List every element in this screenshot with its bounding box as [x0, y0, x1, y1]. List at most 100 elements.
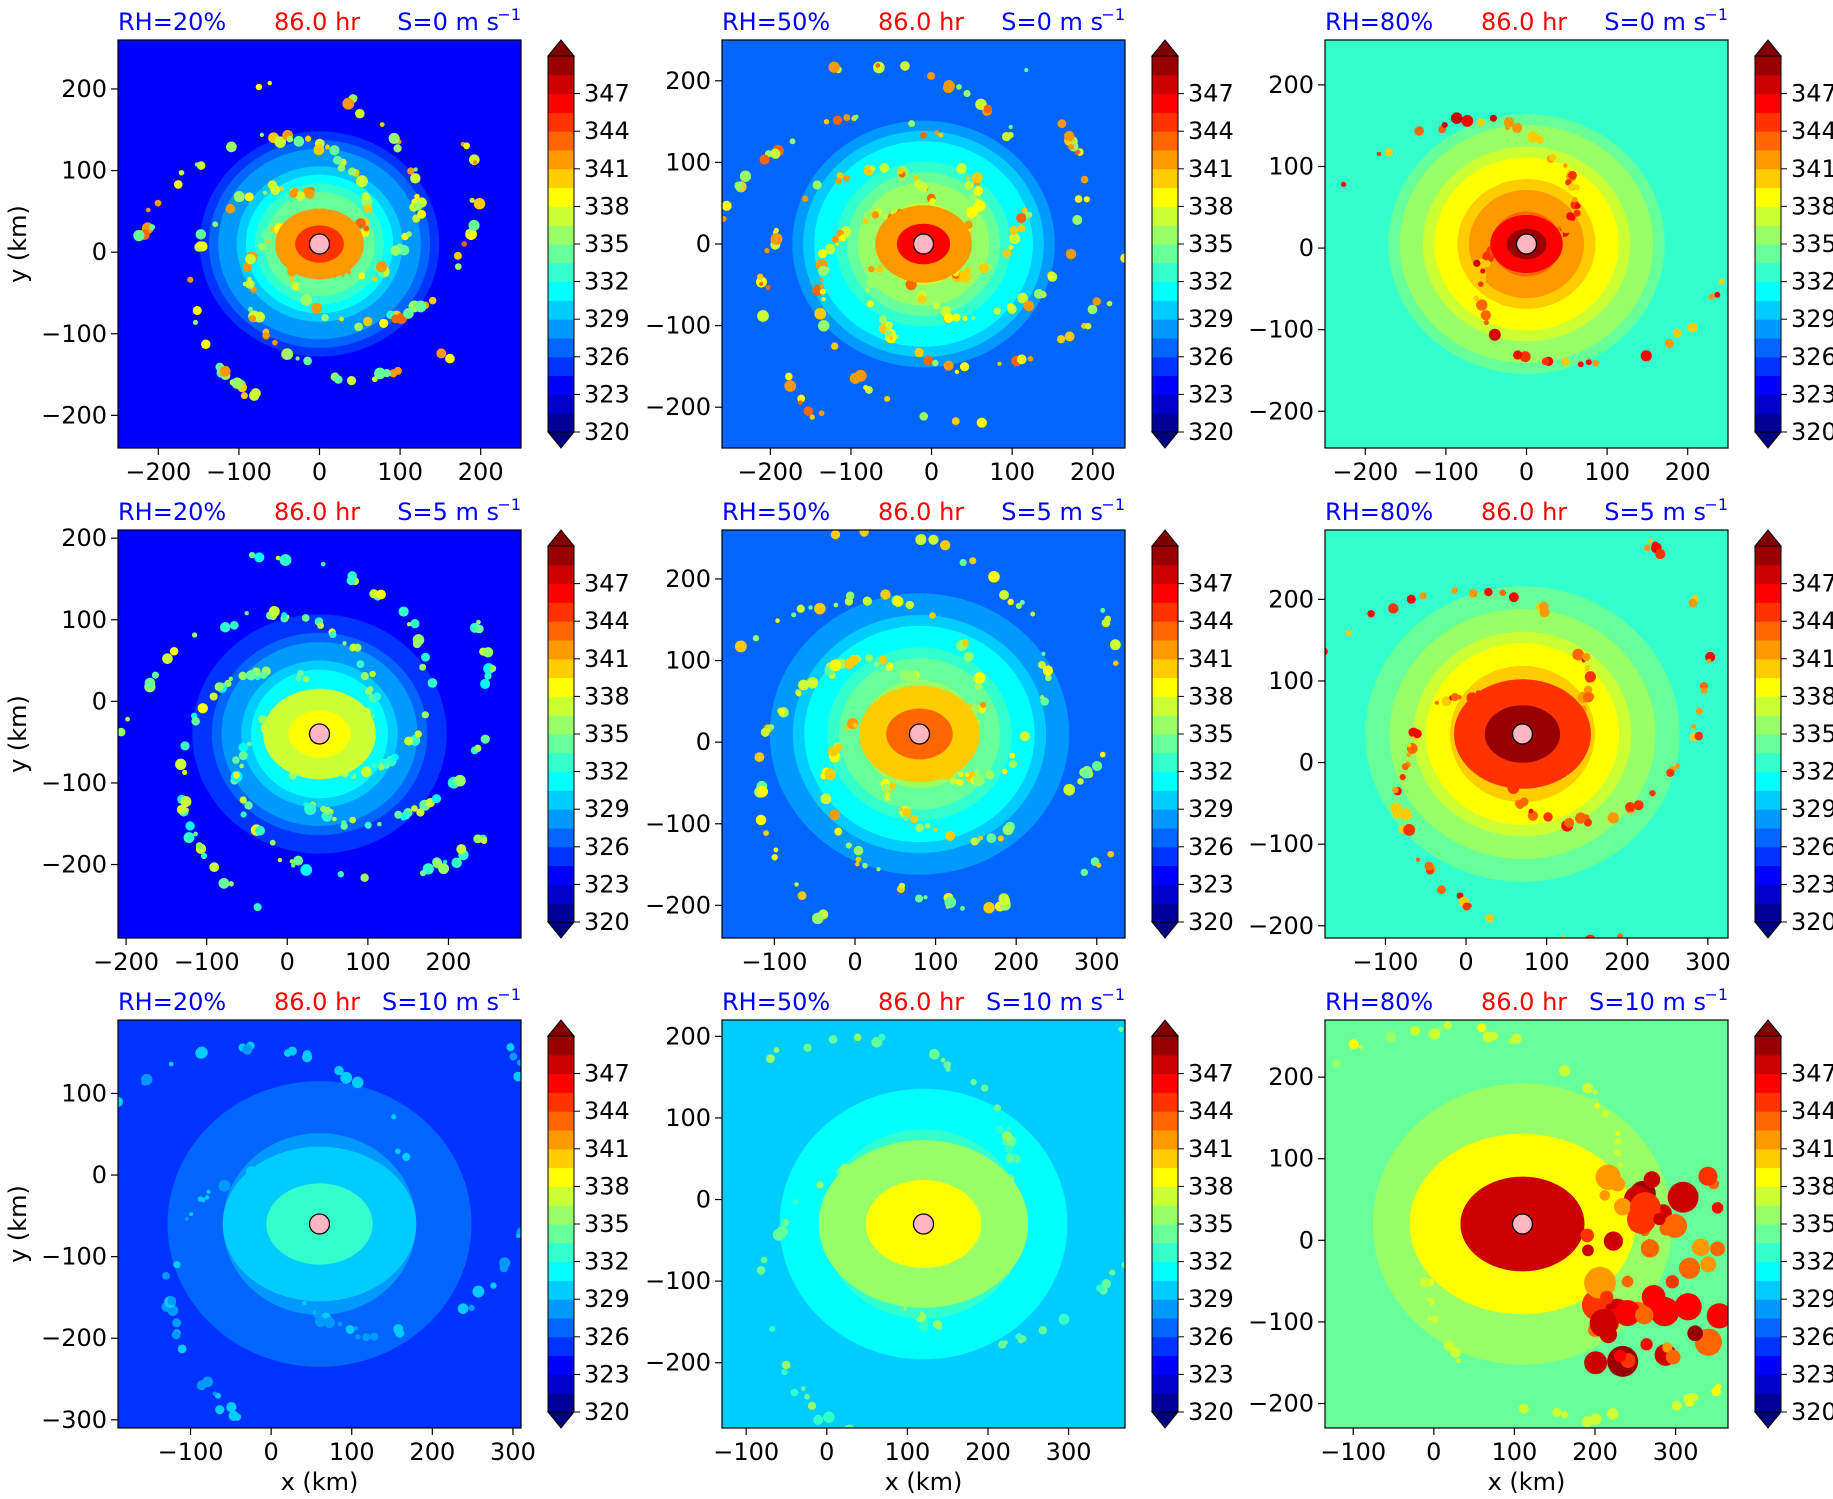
rainband-cell: [920, 131, 927, 139]
rainband-cell: [1672, 328, 1682, 338]
rainband-cell: [300, 864, 313, 876]
rainband-cell: [852, 722, 858, 728]
rainband-cell: [1024, 67, 1029, 73]
rainband-cell: [238, 742, 248, 753]
y-tick-label: −200: [645, 393, 711, 421]
rainband-cell: [1561, 357, 1570, 366]
convective-cell: [1584, 1266, 1616, 1299]
rainband-cell: [993, 1104, 1002, 1112]
x-tick-label: 200: [1070, 458, 1116, 486]
colorbar: 347 344 341 338 335 332 329 326 323 320: [546, 1019, 630, 1429]
rainband-cell: [454, 263, 462, 270]
rainband-cell: [173, 1261, 181, 1269]
rainband-cell: [809, 414, 815, 420]
colorbar-level: [548, 640, 574, 660]
y-tick-label: 0: [1299, 1226, 1314, 1254]
x-axis: −100 0 100 200 300: [1320, 1428, 1699, 1466]
colorbar-tick-label: 347: [1791, 570, 1833, 598]
rainband-cell: [828, 1035, 838, 1044]
rainband-cell: [472, 1285, 485, 1298]
colorbar-level: [1152, 1242, 1178, 1263]
y-axis: 200 100 0 −100 −200: [41, 75, 118, 429]
rainband-cell: [200, 852, 208, 860]
rainband-cell: [233, 1413, 242, 1421]
y-axis-label: y (km): [4, 205, 32, 283]
colorbar-level: [1755, 1148, 1781, 1169]
y-tick-label: 200: [1268, 71, 1314, 99]
colorbar-level: [1152, 1299, 1178, 1319]
rainband-cell: [1559, 1065, 1571, 1077]
colorbar-tick-label: 320: [1188, 418, 1234, 446]
convective-cell: [1621, 1275, 1634, 1288]
rainband-cell: [468, 1304, 475, 1312]
rainband-cell: [1476, 299, 1488, 311]
rainband-cell: [888, 335, 894, 341]
rainband-cell: [1573, 209, 1581, 217]
rainband-cell: [1437, 1026, 1444, 1032]
shear-exponent: −1: [1704, 5, 1728, 24]
rainband-cell: [811, 912, 824, 925]
x-tick-label: 0: [819, 1438, 834, 1466]
rainband-cell: [796, 604, 805, 613]
colorbar-tick-label: 332: [1188, 268, 1234, 296]
rainband-cell: [162, 653, 173, 664]
colorbar-tick-label: 344: [1188, 117, 1234, 145]
colorbar-tick-label: 323: [584, 380, 630, 408]
rainband-cell: [362, 1333, 371, 1342]
rainband-cell: [781, 1360, 791, 1370]
colorbar-level: [548, 131, 574, 151]
shear-exponent: −1: [1101, 5, 1125, 24]
colorbar-tick-label: 329: [584, 1285, 630, 1313]
rainband-cell: [963, 89, 971, 98]
colorbar-level: [1755, 564, 1781, 585]
colorbar-tick-label: 335: [1188, 1210, 1234, 1238]
rainband-cell: [1315, 221, 1321, 227]
rainband-cell: [254, 552, 265, 563]
rainband-cell: [300, 294, 313, 307]
colorbar-level: [548, 206, 574, 226]
rainband-cell: [760, 1256, 768, 1264]
axes-frame: [117, 1019, 522, 1429]
colorbar-level: [1152, 1280, 1178, 1300]
x-tick-label: 100: [329, 1438, 375, 1466]
colorbar-level: [548, 1261, 574, 1281]
rainband-cell: [238, 671, 248, 681]
rainband-cell: [1100, 607, 1106, 613]
colorbar-level: [1152, 300, 1178, 320]
colorbar-level: [548, 281, 574, 301]
rainband-cell: [275, 555, 281, 561]
colorbar-level: [1755, 356, 1781, 377]
rainband-cell: [248, 306, 253, 312]
rainband-cell: [965, 176, 971, 181]
rainband-cell: [332, 816, 337, 822]
x-tick-label: 200: [1604, 948, 1650, 976]
rainband-cell: [339, 316, 344, 322]
convective-cell: [1665, 1275, 1680, 1289]
rainband-cell: [819, 288, 827, 295]
rainband-cell: [1503, 116, 1515, 128]
y-tick-label: −100: [645, 312, 711, 340]
convective-cell: [1710, 1241, 1725, 1257]
colorbar-level: [1152, 846, 1178, 867]
rainband-cell: [347, 167, 357, 176]
rainband-cell: [197, 1196, 204, 1202]
rainband-cell: [798, 400, 803, 405]
rainband-cell: [320, 561, 326, 567]
rainband-cell: [919, 411, 929, 421]
colorbar-tick-label: 347: [584, 80, 630, 108]
rainband-cell: [694, 713, 701, 720]
rainband-cell: [1023, 300, 1035, 312]
rainband-cell: [184, 1216, 189, 1221]
rainband-cell: [689, 717, 700, 728]
rainband-cell: [262, 190, 268, 195]
colorbar-tick-label: 326: [584, 1323, 630, 1351]
rainband-cell: [1583, 685, 1593, 695]
rainband-cell: [253, 903, 262, 912]
rainband-cell: [797, 891, 807, 901]
rainband-cell: [351, 1076, 364, 1089]
rainband-cell: [1002, 1139, 1008, 1146]
shear-exponent: −1: [1704, 985, 1728, 1004]
x-tick-label: 100: [884, 1438, 930, 1466]
rainband-cell: [1424, 861, 1434, 871]
rainband-cell: [1560, 222, 1572, 234]
